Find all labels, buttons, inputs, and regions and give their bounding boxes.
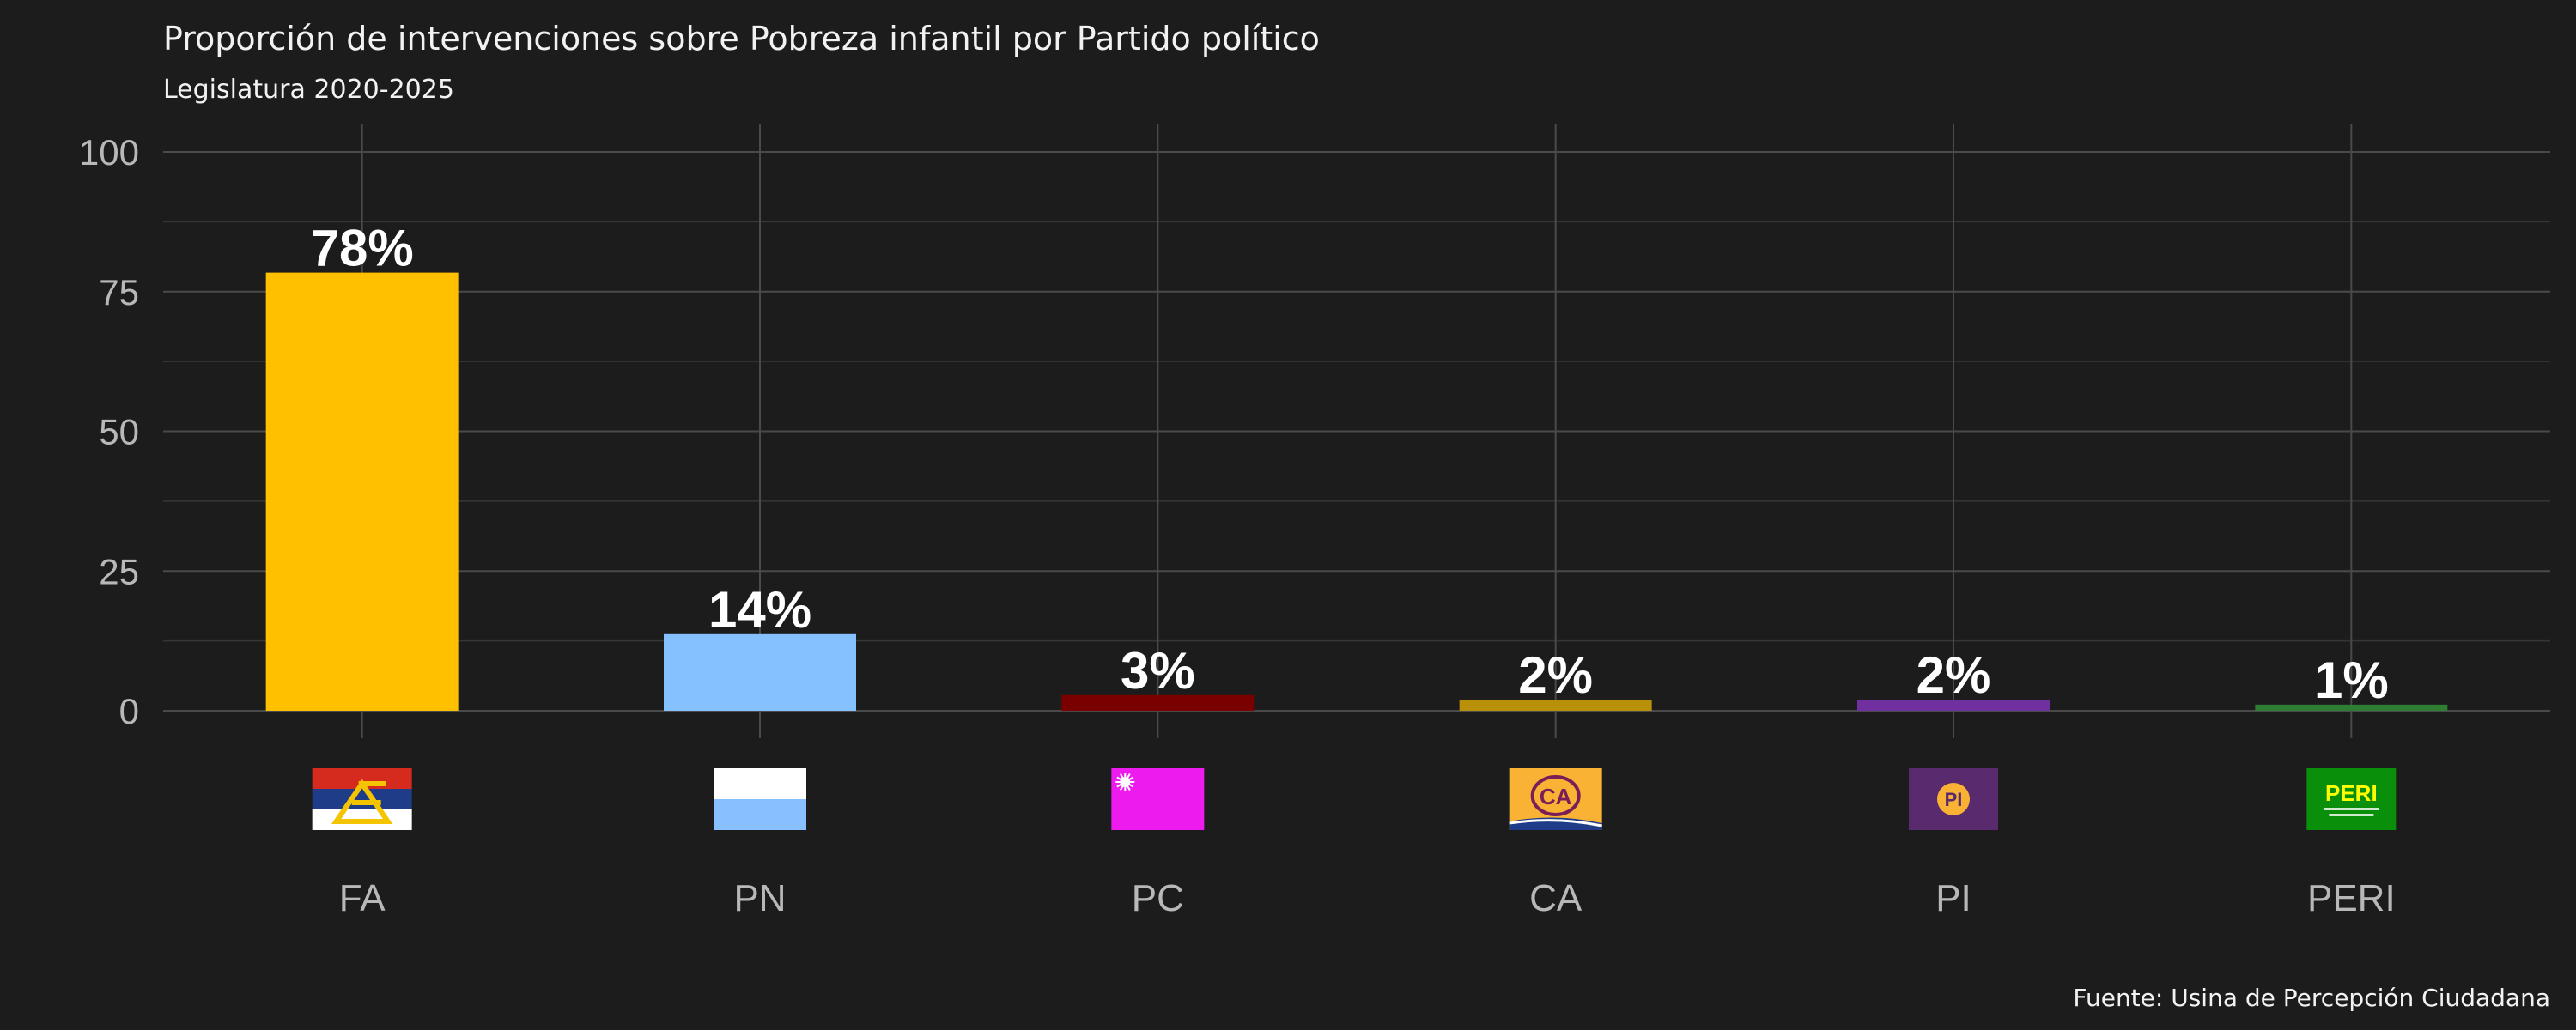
fa-flag-icon	[312, 768, 412, 830]
bar-ca	[1459, 699, 1652, 711]
y-tick-label: 0	[119, 691, 139, 731]
bar-fa	[265, 272, 459, 711]
peri-logo-icon: PERI	[2306, 768, 2397, 830]
x-tick-label: PI	[1935, 877, 1971, 919]
data-label-peri: 1%	[2314, 651, 2389, 709]
pi-logo-icon: PI	[1909, 768, 1998, 830]
bar-pi	[1857, 699, 2050, 711]
svg-text:CA: CA	[1540, 784, 1572, 809]
bar-pn	[664, 633, 856, 711]
svg-text:PI: PI	[1945, 789, 1963, 810]
x-tick-label: PERI	[2307, 877, 2396, 919]
pc-flag-icon	[1111, 768, 1205, 830]
y-axis-ticks: 0 25 50 75 100	[79, 132, 139, 731]
bars	[265, 272, 2448, 711]
y-tick-label: 75	[99, 272, 139, 312]
bar-pc	[1061, 694, 1255, 711]
chart-title: Proporción de intervenciones sobre Pobre…	[163, 20, 1320, 58]
chart-caption: Fuente: Usina de Percepción Ciudadana	[2073, 984, 2550, 1012]
y-tick-label: 25	[99, 551, 139, 591]
data-label-fa: 78%	[311, 220, 414, 277]
x-tick-label: PN	[733, 877, 786, 919]
ca-logo-icon: CA	[1509, 768, 1602, 830]
x-tick-label: PC	[1132, 877, 1184, 919]
party-logos: CA PI PERI	[312, 768, 2397, 830]
svg-text:PERI: PERI	[2325, 780, 2378, 806]
x-tick-label: CA	[1529, 877, 1583, 919]
data-label-ca: 2%	[1518, 646, 1593, 704]
data-labels: 78% 14% 3% 2% 2% 1%	[311, 220, 2389, 709]
chart-subtitle: Legislatura 2020-2025	[163, 75, 454, 105]
data-label-pc: 3%	[1121, 642, 1195, 700]
x-axis-ticks: FA PN PC CA PI PERI	[339, 877, 2396, 919]
x-tick-label: FA	[339, 877, 386, 919]
y-tick-label: 50	[99, 412, 139, 452]
pn-flag-icon	[714, 768, 806, 830]
bar-peri	[2255, 704, 2448, 711]
data-label-pn: 14%	[708, 581, 811, 639]
data-label-pi: 2%	[1917, 646, 1991, 704]
y-tick-label: 100	[79, 132, 139, 173]
